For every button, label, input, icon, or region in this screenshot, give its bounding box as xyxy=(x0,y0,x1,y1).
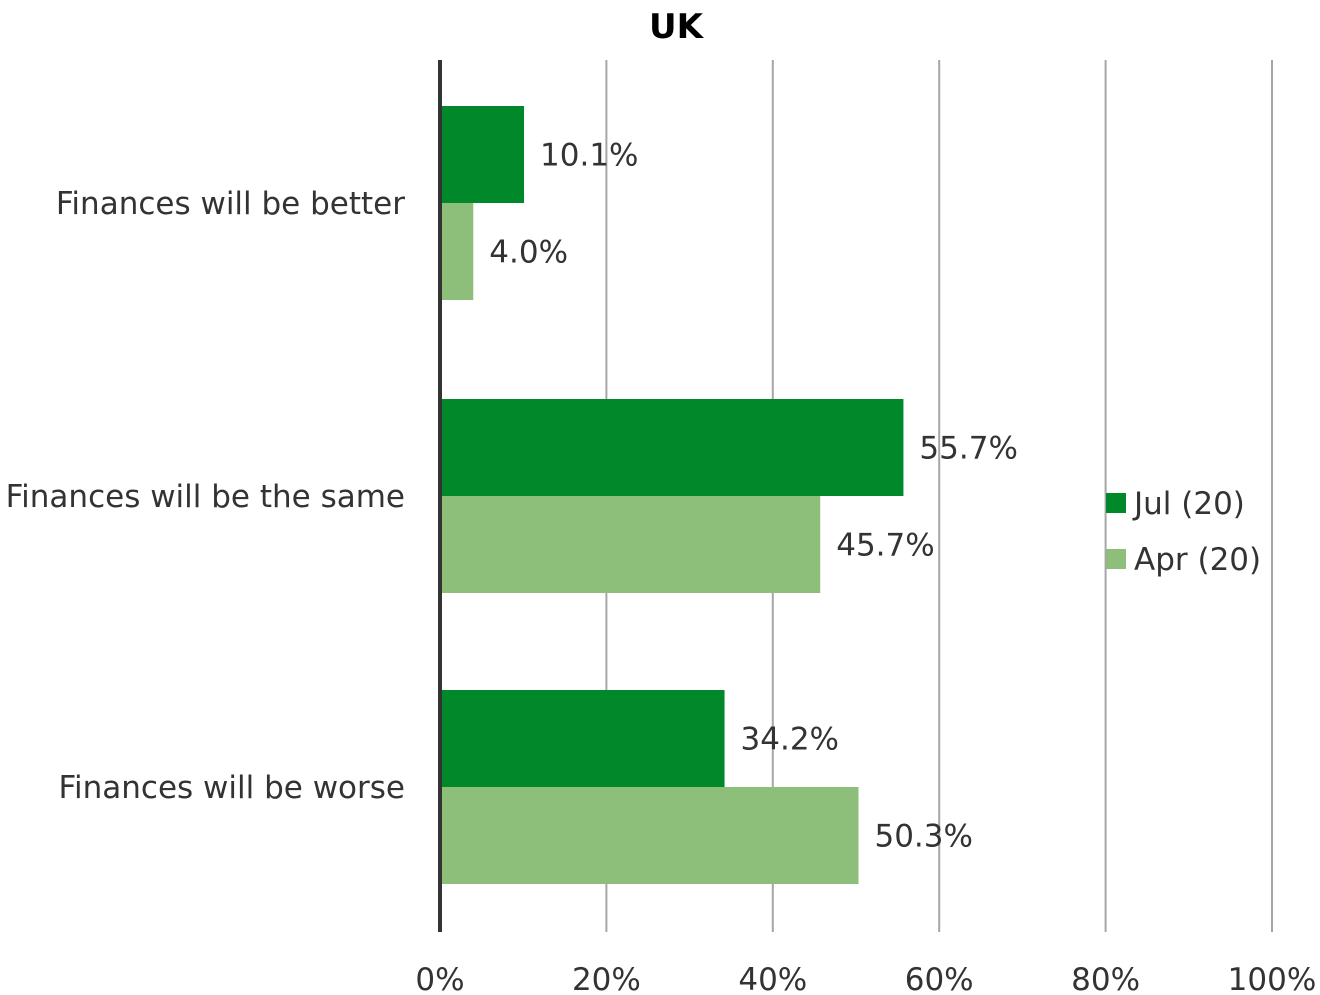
legend-label-apr: Apr (20) xyxy=(1134,542,1261,578)
data-label-apr-2: 50.3% xyxy=(874,819,972,855)
bar-jul-1 xyxy=(440,399,904,496)
category-label-1: Finances will be the same xyxy=(6,479,405,515)
x-tick-label-40: 40% xyxy=(738,962,807,995)
legend-label-jul: Jul (20) xyxy=(1132,486,1245,522)
category-label-2: Finances will be worse xyxy=(58,770,405,806)
data-label-apr-1: 45.7% xyxy=(836,528,934,564)
labels: 0% 20% 40% 60% 80% 100% 10.1% 4.0% Finances will… xyxy=(6,138,1317,995)
x-tick-label-0: 0% xyxy=(415,962,464,995)
legend-swatch-apr xyxy=(1106,549,1126,569)
x-tick-label-20: 20% xyxy=(572,962,641,995)
bar-apr-0 xyxy=(440,203,474,300)
x-tick-label-80: 80% xyxy=(1071,962,1140,995)
bar-apr-1 xyxy=(440,496,821,593)
data-label-jul-1: 55.7% xyxy=(919,431,1017,467)
data-label-jul-2: 34.2% xyxy=(741,722,839,758)
data-label-jul-0: 10.1% xyxy=(540,138,638,174)
bar-jul-0 xyxy=(440,106,525,203)
bar-apr-2 xyxy=(440,787,859,884)
bar-jul-2 xyxy=(440,690,725,787)
data-label-apr-0: 4.0% xyxy=(489,235,568,271)
legend: Jul (20) Apr (20) xyxy=(1106,486,1261,578)
x-tick-label-100: 100% xyxy=(1228,962,1317,995)
chart-title: UK xyxy=(649,7,705,47)
category-label-0: Finances will be better xyxy=(56,186,405,222)
bars xyxy=(440,106,904,884)
x-tick-label-60: 60% xyxy=(905,962,974,995)
legend-swatch-jul xyxy=(1106,493,1126,513)
